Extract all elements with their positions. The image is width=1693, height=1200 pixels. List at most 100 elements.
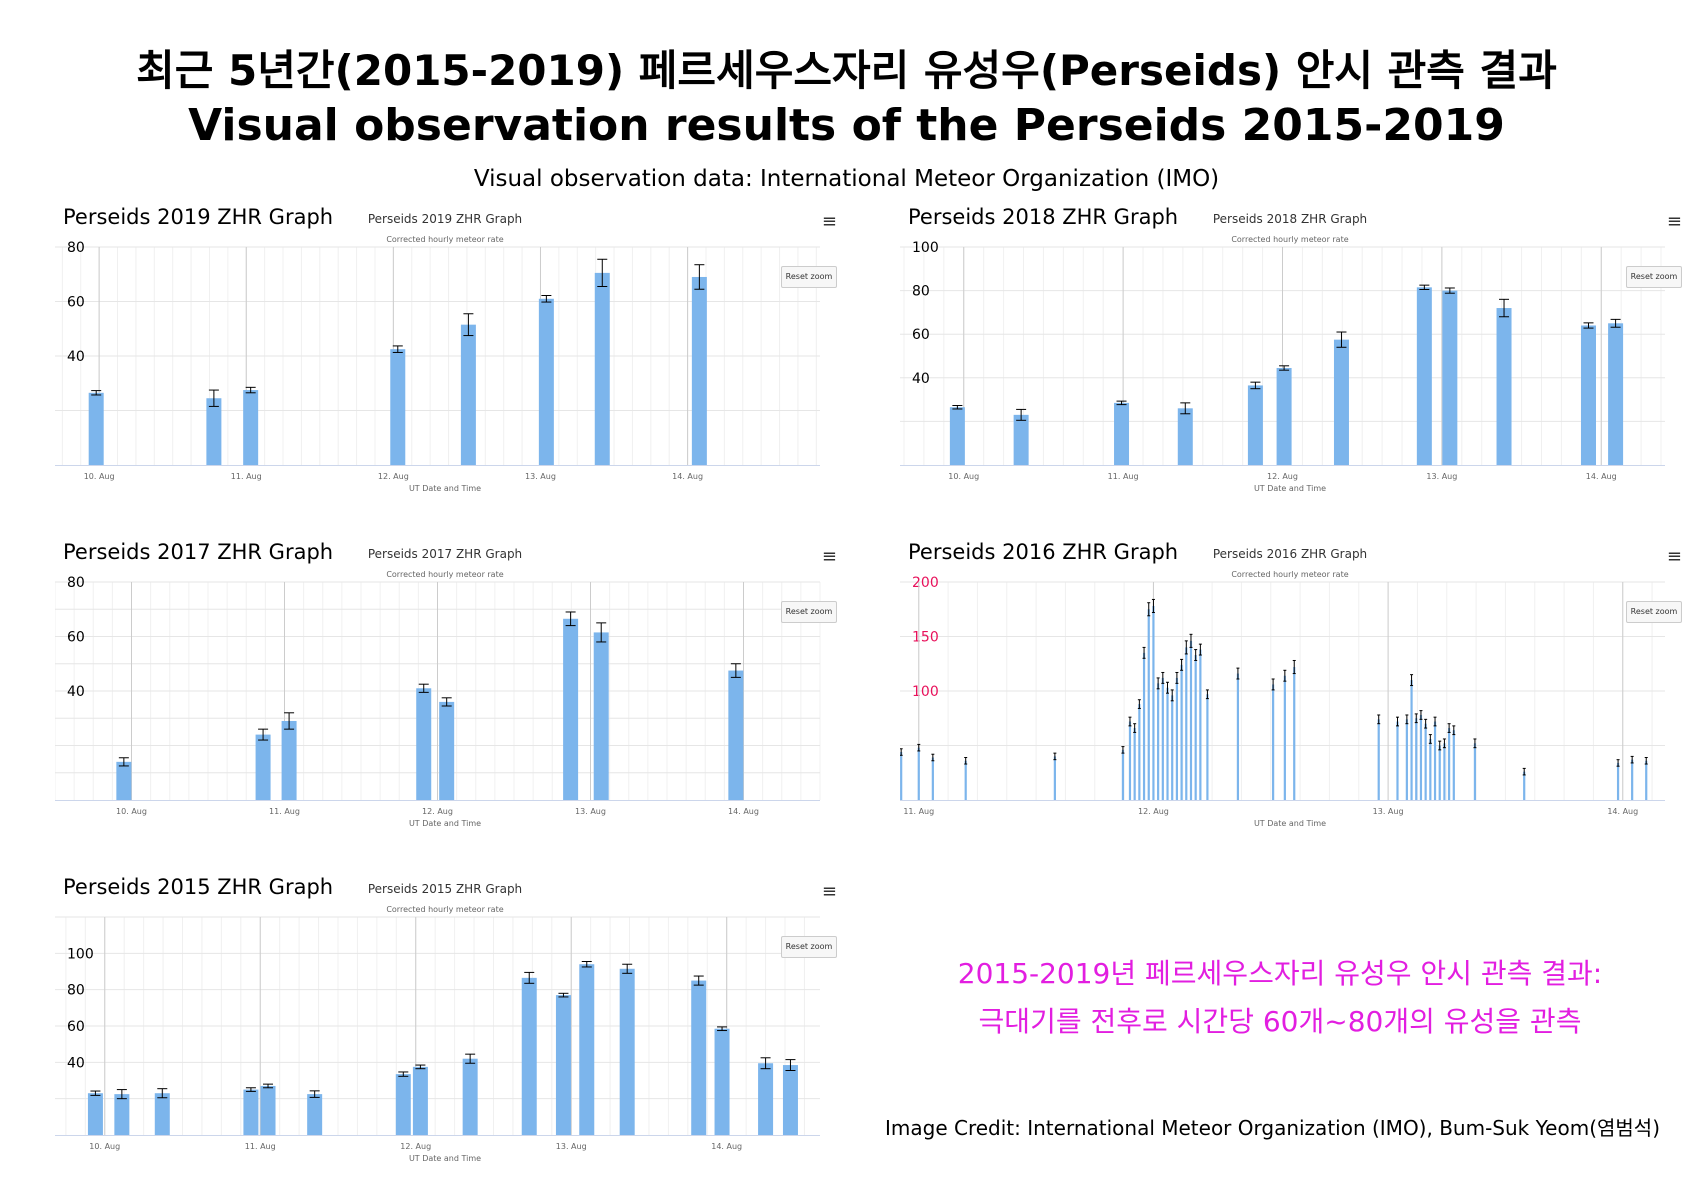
- chart-title: Perseids 2016 ZHR Graph: [1213, 547, 1367, 561]
- data-bar: [1433, 721, 1437, 800]
- data-bar: [1171, 695, 1174, 800]
- data-bar: [1631, 759, 1634, 800]
- data-bar: [1247, 385, 1263, 465]
- reset-zoom-button[interactable]: Reset zoom: [781, 936, 837, 958]
- menu-icon[interactable]: ≡: [1666, 211, 1682, 232]
- summary-line-1: 2015-2019년 페르세우스자리 유성우 안시 관측 결과:: [957, 957, 1603, 990]
- chart-panel-2017: Perseids 2017 ZHR Graph Corrected hourly …: [55, 540, 845, 860]
- x-tick-label: 12. Aug: [422, 807, 453, 816]
- menu-icon[interactable]: ≡: [1666, 546, 1682, 567]
- data-bar: [1175, 677, 1179, 800]
- data-bar: [538, 298, 554, 465]
- data-bar: [691, 980, 707, 1135]
- reset-zoom-button[interactable]: Reset zoom: [781, 601, 837, 623]
- y-tick-label-large: 100: [912, 240, 939, 256]
- data-bar: [1581, 325, 1596, 465]
- data-bar: [1405, 719, 1408, 800]
- title-korean: 최근 5년간(2015-2019) 페르세우스자리 유성우(Perseids) …: [136, 46, 1557, 95]
- x-axis-title: UT Date and Time: [409, 819, 481, 828]
- data-bar: [521, 977, 537, 1135]
- y-tick-label-large: 60: [67, 295, 85, 311]
- data-bar: [917, 747, 920, 800]
- chart-title: Perseids 2019 ZHR Graph: [368, 212, 522, 226]
- menu-icon[interactable]: ≡: [821, 546, 837, 567]
- data-bar: [1496, 308, 1512, 465]
- data-bar: [154, 1093, 170, 1135]
- data-bar: [87, 1093, 103, 1135]
- data-bar: [1177, 408, 1193, 465]
- data-bar: [1645, 760, 1648, 800]
- data-bar: [782, 1065, 798, 1135]
- x-tick-label: 13. Aug: [1426, 472, 1457, 481]
- reset-zoom-button[interactable]: Reset zoom: [1626, 601, 1682, 623]
- data-bar: [1013, 414, 1029, 465]
- data-bar: [563, 618, 579, 800]
- chart-label: Perseids 2019 ZHR Graph: [63, 205, 334, 229]
- data-bar: [1442, 290, 1458, 465]
- data-bar: [1293, 667, 1296, 800]
- chart-panel-2018: Perseids 2018 ZHR Graph Corrected hourly …: [900, 205, 1690, 525]
- chart-label: Perseids 2017 ZHR Graph: [63, 540, 334, 564]
- data-bar: [1185, 647, 1188, 800]
- y-tick-label-large: 200: [912, 575, 939, 591]
- data-bar: [1180, 664, 1183, 800]
- menu-icon[interactable]: ≡: [821, 211, 837, 232]
- data-bar: [1147, 609, 1150, 800]
- chart-panel-2016: Perseids 2016 ZHR Graph Corrected hourly …: [900, 540, 1690, 860]
- data-bar: [949, 407, 965, 465]
- x-tick-label: 14. Aug: [711, 1142, 742, 1151]
- x-axis-title: UT Date and Time: [1254, 819, 1326, 828]
- data-bar: [1452, 730, 1455, 800]
- data-bar: [1283, 675, 1286, 800]
- x-axis-title: UT Date and Time: [1254, 484, 1326, 493]
- data-bar: [243, 390, 259, 465]
- data-bar: [1161, 677, 1164, 800]
- data-bar: [1419, 714, 1423, 800]
- data-bar: [307, 1094, 323, 1135]
- x-tick-label: 12. Aug: [1138, 807, 1169, 816]
- x-tick-label: 13. Aug: [1373, 807, 1404, 816]
- y-tick-label-large: 100: [67, 946, 94, 962]
- data-bar: [931, 757, 934, 800]
- data-bar: [728, 670, 744, 800]
- chart-2018: Perseids 2018 ZHR Graph Corrected hourly …: [900, 212, 1665, 493]
- y-tick-label-large: 80: [67, 983, 85, 999]
- reset-zoom-button[interactable]: Reset zoom: [1626, 266, 1682, 288]
- reset-zoom-button[interactable]: Reset zoom: [781, 266, 837, 288]
- x-tick-label: 14. Aug: [672, 472, 703, 481]
- data-bar: [1416, 287, 1432, 465]
- data-bar: [460, 324, 476, 465]
- x-axis-title: UT Date and Time: [409, 484, 481, 493]
- data-bar: [1443, 743, 1446, 800]
- data-bar: [1142, 652, 1146, 800]
- data-bar: [1157, 683, 1160, 800]
- x-tick-label: 13. Aug: [575, 807, 606, 816]
- data-bar: [714, 1028, 730, 1135]
- x-tick-label: 12. Aug: [1267, 472, 1298, 481]
- x-tick-label: 12. Aug: [378, 472, 409, 481]
- data-bar: [260, 1085, 276, 1135]
- data-bar: [206, 398, 222, 465]
- chart-2017: Perseids 2017 ZHR Graph Corrected hourly …: [55, 547, 821, 828]
- x-tick-label: 11. Aug: [269, 807, 300, 816]
- data-bar: [1608, 323, 1624, 465]
- data-bar: [1166, 687, 1169, 800]
- chart-panel-2019: Perseids 2019 ZHR Graph Corrected hourly …: [55, 205, 845, 525]
- x-axis-title: UT Date and Time: [409, 1154, 481, 1163]
- chart-title: Perseids 2015 ZHR Graph: [368, 882, 522, 896]
- data-bar: [1236, 673, 1240, 800]
- data-bar: [390, 349, 406, 465]
- y-tick-label-large: 60: [67, 630, 85, 646]
- data-bar: [900, 752, 903, 800]
- data-bar: [1194, 655, 1197, 800]
- data-bar: [1396, 721, 1399, 800]
- menu-icon[interactable]: ≡: [821, 881, 837, 902]
- x-tick-label: 10. Aug: [84, 472, 115, 481]
- data-bar: [116, 761, 132, 800]
- y-tick-label-large: 40: [67, 684, 85, 700]
- data-bar: [964, 760, 967, 800]
- data-bar: [1429, 738, 1432, 800]
- y-tick-label-large: 40: [67, 349, 85, 365]
- data-bar: [1138, 704, 1141, 800]
- x-tick-label: 10. Aug: [89, 1142, 120, 1151]
